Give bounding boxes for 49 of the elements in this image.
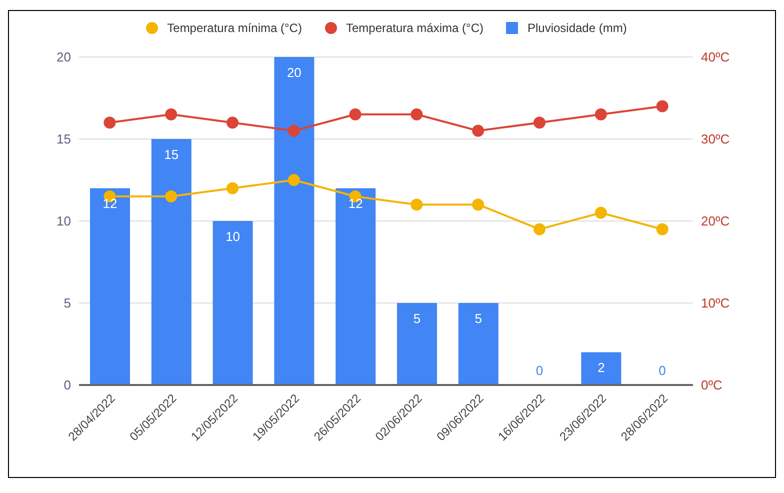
point bbox=[349, 108, 362, 120]
bar bbox=[458, 303, 498, 385]
point bbox=[656, 100, 668, 112]
data-label: 5 bbox=[474, 311, 482, 326]
point bbox=[288, 124, 300, 137]
legend-label: Temperatura máxima (°C) bbox=[346, 21, 484, 35]
bar bbox=[581, 352, 622, 385]
data-label: 15 bbox=[164, 147, 179, 162]
data-label: 10 bbox=[226, 229, 240, 244]
y-tick-label: 5 bbox=[64, 296, 71, 311]
data-label: 0 bbox=[536, 363, 544, 378]
y-tick-label: 20 bbox=[56, 50, 71, 65]
point bbox=[656, 223, 668, 236]
legend-label: Temperatura mínima (°C) bbox=[167, 21, 302, 35]
point bbox=[594, 108, 607, 120]
bar bbox=[274, 57, 314, 385]
point bbox=[410, 198, 423, 211]
bar bbox=[397, 303, 437, 385]
data-label: 12 bbox=[102, 196, 118, 212]
y2-tick-label: 0ºC bbox=[701, 378, 722, 393]
data-label: 20 bbox=[286, 65, 302, 80]
y-tick-label: 15 bbox=[56, 132, 71, 147]
point bbox=[410, 108, 423, 120]
data-label: 5 bbox=[413, 311, 421, 326]
y2-tick-label: 40ºC bbox=[701, 50, 730, 65]
y2-tick-label: 20ºC bbox=[701, 214, 730, 229]
legend-label: Pluviosidade (mm) bbox=[527, 21, 627, 35]
point bbox=[165, 190, 178, 202]
point bbox=[104, 116, 116, 129]
y2-tick-label: 30ºC bbox=[701, 132, 730, 147]
point bbox=[594, 206, 607, 219]
point bbox=[165, 108, 178, 120]
point bbox=[288, 174, 300, 186]
data-label: 0 bbox=[658, 363, 666, 378]
point bbox=[534, 116, 546, 129]
y-tick-label: 0 bbox=[64, 378, 71, 393]
point bbox=[226, 182, 238, 194]
point bbox=[226, 116, 238, 129]
bar bbox=[151, 139, 192, 385]
bar bbox=[336, 188, 376, 385]
bar bbox=[90, 188, 130, 385]
y-tick-label: 10 bbox=[56, 214, 71, 229]
data-label: 2 bbox=[598, 360, 605, 376]
data-label: 12 bbox=[348, 196, 363, 212]
point bbox=[472, 124, 484, 137]
point bbox=[534, 223, 546, 236]
point bbox=[472, 198, 484, 211]
bar bbox=[212, 221, 253, 385]
y2-tick-label: 10ºC bbox=[701, 296, 730, 311]
